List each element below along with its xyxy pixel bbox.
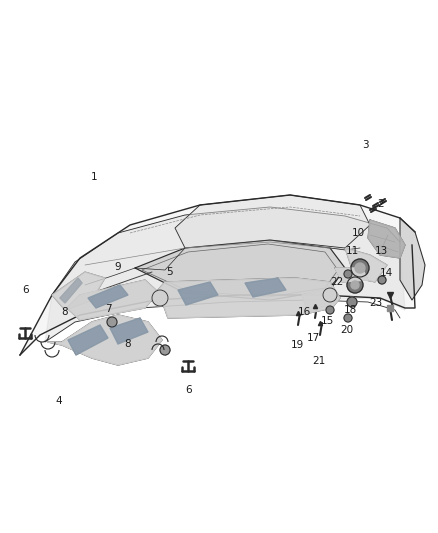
Text: 5: 5: [166, 267, 173, 277]
Circle shape: [378, 276, 386, 284]
Circle shape: [160, 345, 170, 355]
Circle shape: [323, 288, 337, 302]
Polygon shape: [45, 207, 405, 342]
Text: 18: 18: [344, 305, 357, 315]
Text: 1: 1: [91, 172, 98, 182]
Circle shape: [347, 277, 363, 293]
Text: 9: 9: [114, 262, 121, 271]
Polygon shape: [158, 278, 340, 318]
Circle shape: [347, 297, 357, 307]
Text: 3: 3: [362, 140, 369, 150]
Text: 20: 20: [340, 326, 353, 335]
Text: 22: 22: [330, 278, 343, 287]
Text: 8: 8: [124, 339, 131, 349]
Polygon shape: [245, 278, 286, 297]
Circle shape: [107, 317, 117, 327]
Polygon shape: [135, 240, 345, 300]
Polygon shape: [302, 288, 336, 312]
Circle shape: [355, 263, 365, 273]
Text: 17: 17: [307, 334, 320, 343]
Text: 10: 10: [352, 229, 365, 238]
Text: 13: 13: [375, 246, 389, 255]
Text: 7: 7: [105, 304, 112, 314]
Text: 15: 15: [321, 316, 334, 326]
Text: 19: 19: [290, 341, 304, 350]
Polygon shape: [20, 195, 415, 355]
Polygon shape: [67, 280, 158, 320]
Text: 14: 14: [380, 268, 393, 278]
Polygon shape: [110, 318, 148, 344]
Circle shape: [326, 306, 334, 314]
Text: 4: 4: [56, 396, 63, 406]
Text: 8: 8: [61, 307, 68, 317]
Polygon shape: [400, 218, 425, 300]
Text: 2: 2: [378, 199, 385, 208]
Polygon shape: [48, 315, 162, 365]
Polygon shape: [345, 248, 387, 282]
Text: 6: 6: [185, 385, 192, 395]
Polygon shape: [68, 325, 108, 355]
Text: 23: 23: [369, 298, 382, 308]
Circle shape: [344, 270, 352, 278]
Polygon shape: [52, 272, 105, 310]
Polygon shape: [368, 220, 405, 258]
Circle shape: [351, 281, 359, 289]
Polygon shape: [178, 282, 218, 305]
Polygon shape: [60, 278, 82, 303]
Circle shape: [344, 314, 352, 322]
Polygon shape: [175, 195, 370, 248]
Polygon shape: [88, 285, 128, 308]
Text: 11: 11: [346, 246, 359, 255]
Text: 6: 6: [22, 286, 29, 295]
Circle shape: [351, 259, 369, 277]
Text: 21: 21: [312, 357, 325, 366]
Circle shape: [152, 290, 168, 306]
Polygon shape: [335, 268, 368, 282]
Text: 16: 16: [298, 307, 311, 317]
